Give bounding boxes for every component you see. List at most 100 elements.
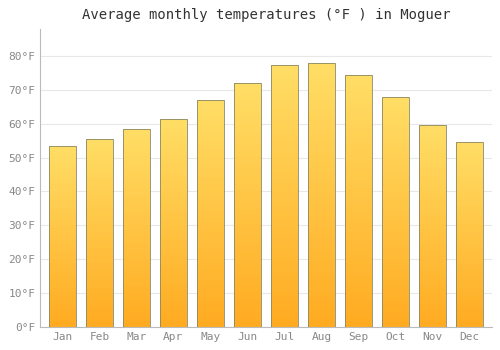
Bar bbox=[271, 304, 298, 307]
Bar bbox=[160, 119, 186, 327]
Bar bbox=[234, 83, 260, 86]
Bar bbox=[197, 253, 224, 256]
Bar bbox=[456, 241, 483, 244]
Bar bbox=[197, 247, 224, 250]
Bar bbox=[382, 97, 409, 327]
Bar bbox=[234, 284, 260, 287]
Bar bbox=[86, 212, 113, 214]
Bar bbox=[345, 138, 372, 141]
Bar bbox=[123, 129, 150, 131]
Bar bbox=[86, 303, 113, 306]
Bar bbox=[419, 254, 446, 256]
Bar bbox=[419, 173, 446, 176]
Bar bbox=[419, 203, 446, 206]
Bar bbox=[382, 315, 409, 318]
Bar bbox=[345, 254, 372, 258]
Bar bbox=[382, 223, 409, 226]
Bar bbox=[123, 248, 150, 250]
Bar bbox=[49, 277, 76, 279]
Bar bbox=[160, 282, 186, 285]
Bar bbox=[123, 156, 150, 159]
Bar bbox=[197, 196, 224, 199]
Bar bbox=[271, 75, 298, 78]
Bar bbox=[345, 132, 372, 135]
Bar bbox=[271, 84, 298, 88]
Bar bbox=[234, 208, 260, 211]
Bar bbox=[308, 254, 335, 258]
Bar bbox=[86, 268, 113, 271]
Bar bbox=[234, 312, 260, 315]
Bar bbox=[345, 258, 372, 261]
Bar bbox=[86, 324, 113, 327]
Bar bbox=[271, 111, 298, 114]
Bar bbox=[308, 218, 335, 221]
Bar bbox=[86, 191, 113, 193]
Bar bbox=[197, 180, 224, 182]
Bar bbox=[308, 86, 335, 89]
Bar bbox=[86, 278, 113, 280]
Bar bbox=[271, 196, 298, 199]
Bar bbox=[345, 280, 372, 283]
Bar bbox=[345, 166, 372, 169]
Bar bbox=[234, 254, 260, 257]
Bar bbox=[419, 211, 446, 213]
Bar bbox=[49, 196, 76, 198]
Bar bbox=[123, 272, 150, 275]
Bar bbox=[345, 147, 372, 150]
Bar bbox=[49, 180, 76, 182]
Bar bbox=[123, 144, 150, 146]
Bar bbox=[456, 198, 483, 200]
Bar bbox=[308, 126, 335, 129]
Bar bbox=[308, 261, 335, 264]
Bar bbox=[382, 143, 409, 146]
Bar bbox=[123, 139, 150, 141]
Bar bbox=[123, 233, 150, 235]
Bar bbox=[456, 168, 483, 170]
Bar bbox=[308, 188, 335, 191]
Bar bbox=[419, 229, 446, 231]
Bar bbox=[456, 211, 483, 214]
Bar bbox=[160, 171, 186, 173]
Bar bbox=[382, 307, 409, 309]
Bar bbox=[86, 315, 113, 317]
Bar bbox=[271, 91, 298, 94]
Bar bbox=[86, 158, 113, 160]
Bar bbox=[123, 210, 150, 213]
Bar bbox=[86, 181, 113, 184]
Bar bbox=[86, 299, 113, 301]
Bar bbox=[271, 301, 298, 304]
Bar bbox=[160, 137, 186, 140]
Bar bbox=[382, 284, 409, 287]
Bar bbox=[271, 314, 298, 317]
Bar bbox=[197, 310, 224, 313]
Bar bbox=[419, 196, 446, 198]
Bar bbox=[308, 277, 335, 281]
Bar bbox=[345, 321, 372, 324]
Bar bbox=[456, 161, 483, 163]
Bar bbox=[382, 249, 409, 252]
Bar bbox=[419, 198, 446, 201]
Bar bbox=[345, 261, 372, 264]
Bar bbox=[86, 242, 113, 245]
Bar bbox=[419, 191, 446, 194]
Bar bbox=[123, 324, 150, 327]
Bar bbox=[49, 200, 76, 202]
Bar bbox=[345, 106, 372, 110]
Bar bbox=[234, 156, 260, 159]
Bar bbox=[160, 145, 186, 147]
Bar bbox=[197, 123, 224, 126]
Bar bbox=[345, 157, 372, 160]
Bar bbox=[160, 236, 186, 238]
Bar bbox=[234, 217, 260, 220]
Bar bbox=[86, 209, 113, 212]
Bar bbox=[160, 270, 186, 272]
Bar bbox=[345, 81, 372, 84]
Bar bbox=[234, 162, 260, 166]
Bar bbox=[419, 302, 446, 304]
Bar bbox=[456, 237, 483, 239]
Bar bbox=[86, 233, 113, 235]
Bar bbox=[197, 162, 224, 165]
Bar bbox=[197, 276, 224, 279]
Bar bbox=[86, 151, 113, 153]
Bar bbox=[234, 278, 260, 281]
